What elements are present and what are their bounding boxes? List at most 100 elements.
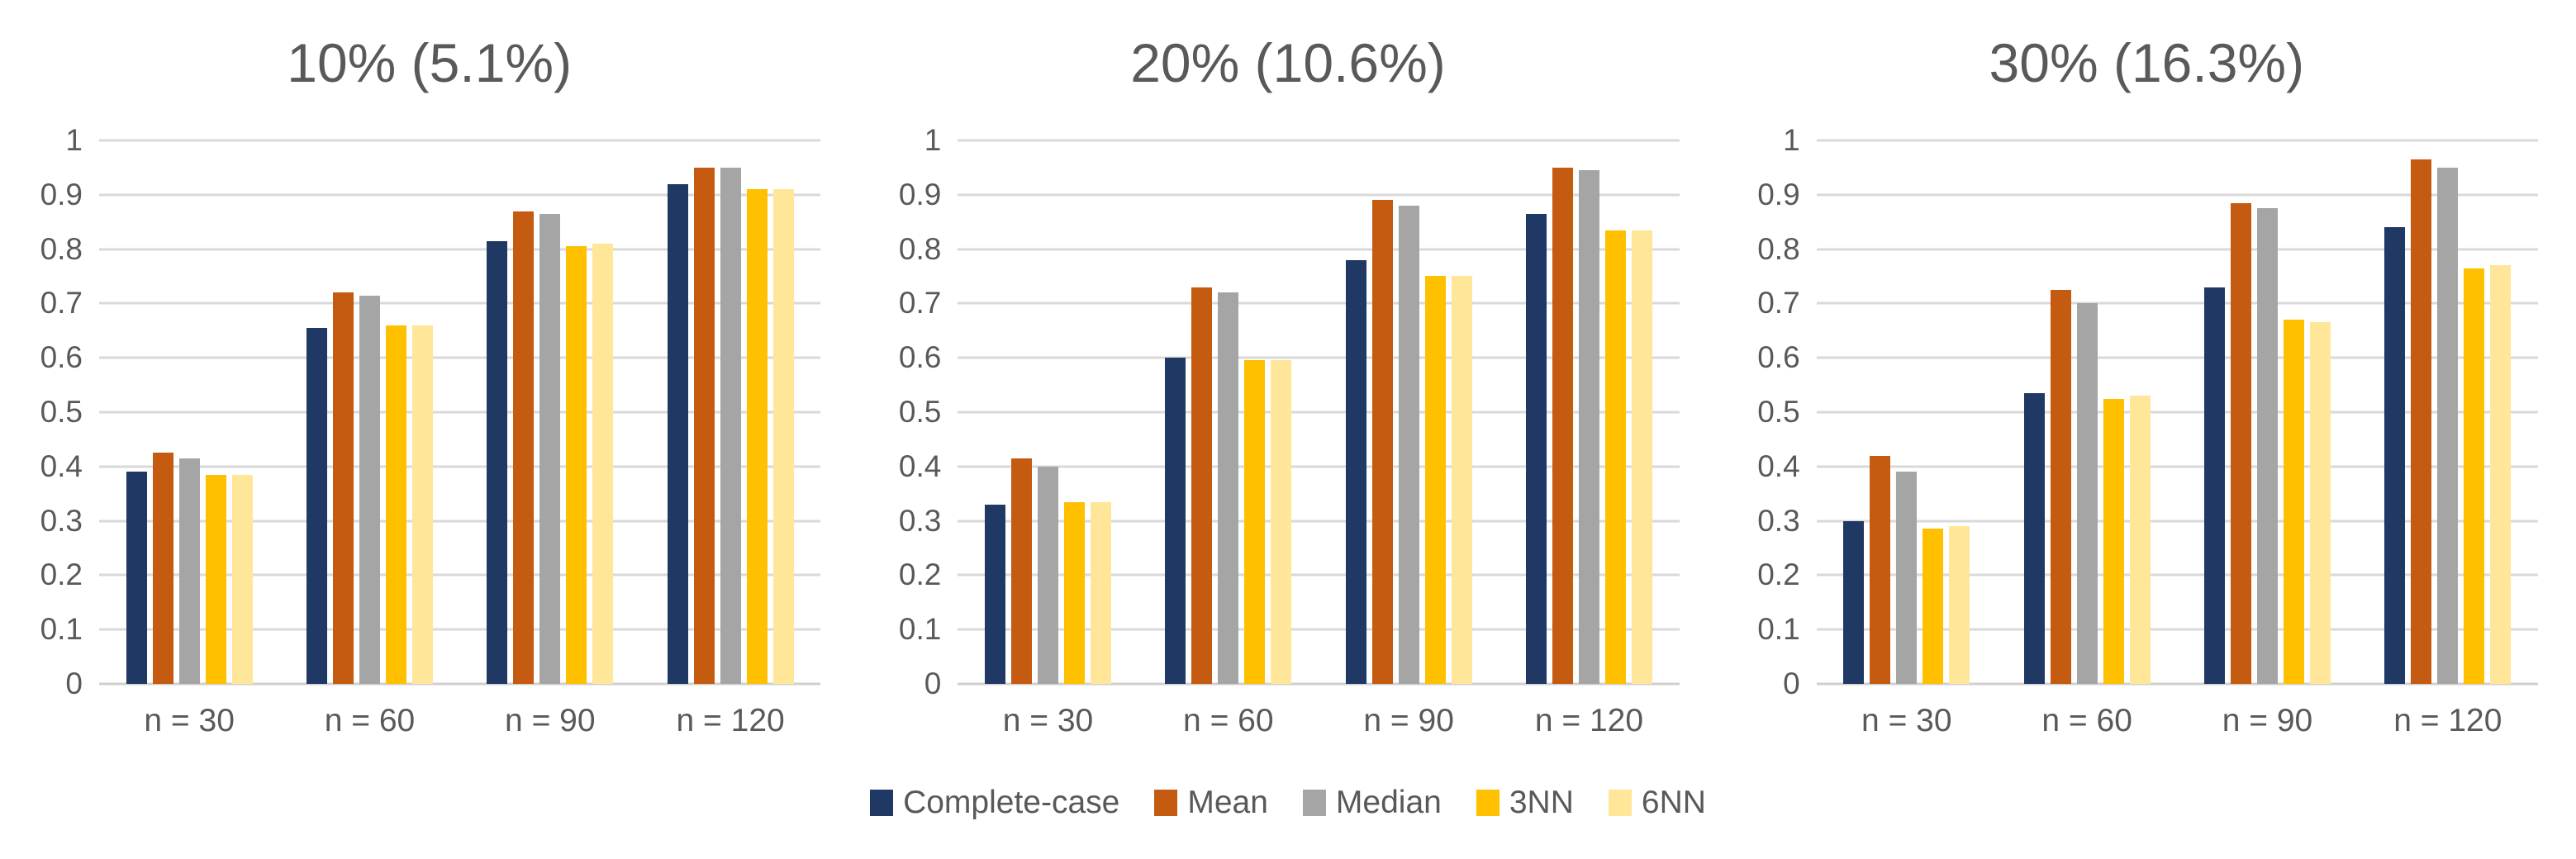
- y-tick-label: 0.3: [898, 504, 942, 538]
- gridline: [958, 139, 1680, 142]
- bar-median: [1896, 472, 1918, 684]
- y-tick-label: 1: [65, 123, 83, 157]
- bar-median: [1218, 292, 1239, 684]
- x-axis-baseline: [99, 682, 821, 686]
- x-axis-label: n = 90: [505, 703, 596, 738]
- category-group: [99, 140, 279, 684]
- y-tick-label: 0.3: [40, 504, 83, 538]
- y-tick-label: 0.6: [1757, 340, 1800, 374]
- chart-panel: 10% (5.1%) 1 0.9 0.8 0.7 0.6 0.5 0.4 0.3 0.2 0.1 0 n…: [0, 0, 858, 859]
- gridline: [1816, 465, 2538, 468]
- gridline: [1816, 628, 2538, 631]
- category-group: [1499, 140, 1679, 684]
- gridline: [1816, 193, 2538, 197]
- bar-complete-case: [667, 184, 688, 684]
- bar-6nn: [2490, 265, 2512, 684]
- bar-3nn: [385, 325, 406, 684]
- bar-6nn: [1949, 526, 1970, 684]
- legend-swatch-complete-case: [870, 790, 894, 816]
- plot-area: 1 0.9 0.8 0.7 0.6 0.5 0.4 0.3 0.2 0.1 0: [1757, 123, 2538, 700]
- bar-mean: [693, 168, 715, 684]
- y-tick-label: 0.6: [898, 340, 942, 374]
- y-tick-label: 0.9: [40, 178, 83, 211]
- x-axis-label: n = 120: [1534, 703, 1644, 738]
- x-axis-label: n = 30: [1861, 703, 1952, 738]
- bars-layer: [99, 140, 820, 684]
- bar-6nn: [2129, 396, 2151, 684]
- bar-6nn: [1090, 502, 1111, 684]
- bar-3nn: [2283, 320, 2304, 684]
- legend-label: Complete-case: [903, 785, 1120, 820]
- x-axis-label: n = 60: [324, 703, 416, 738]
- y-tick-label: 0.8: [898, 232, 942, 266]
- gridline: [958, 465, 1680, 468]
- y-tick-label: 0.2: [40, 558, 83, 591]
- bar-6nn: [2309, 322, 2331, 684]
- legend-swatch-3nn: [1476, 790, 1499, 816]
- gridline: [99, 573, 821, 577]
- bar-3nn: [1063, 502, 1085, 684]
- y-tick-label: 0: [1783, 667, 1800, 700]
- y-tick-label: 0.1: [898, 612, 942, 646]
- gridline: [958, 193, 1680, 197]
- plot-area: 1 0.9 0.8 0.7 0.6 0.5 0.4 0.3 0.2 0.1 0: [899, 123, 1680, 700]
- x-axis-baseline: [1816, 682, 2538, 686]
- gridline: [1816, 139, 2538, 142]
- bar-mean: [1191, 287, 1213, 684]
- gridline: [958, 248, 1680, 251]
- bar-6nn: [1451, 276, 1472, 684]
- gridline: [99, 628, 821, 631]
- legend-item-mean: Mean: [1154, 783, 1268, 823]
- gridline: [99, 193, 821, 197]
- panel-title: 30% (16.3%): [1989, 32, 2305, 93]
- legend-item-3nn: 3NN: [1476, 783, 1574, 823]
- bar-mean: [152, 453, 173, 684]
- bar-mean: [513, 211, 535, 684]
- gridline: [99, 520, 821, 523]
- x-axis-label: n = 30: [1002, 703, 1094, 738]
- gridline: [99, 301, 821, 305]
- legend-swatch-6nn: [1608, 790, 1632, 816]
- bar-median: [359, 296, 380, 684]
- bar-mean: [1371, 200, 1393, 684]
- y-tick-label: 0.5: [898, 395, 942, 429]
- category-group: [958, 140, 1138, 684]
- legend-item-median: Median: [1302, 783, 1442, 823]
- bar-3nn: [566, 246, 587, 684]
- bar-median: [720, 168, 741, 684]
- bar-mean: [2050, 290, 2071, 684]
- y-tick-label: 0.6: [40, 340, 83, 374]
- gridline: [1816, 573, 2538, 577]
- bar-6nn: [1631, 230, 1652, 684]
- legend-label: 6NN: [1641, 785, 1706, 820]
- bar-median: [178, 458, 200, 684]
- bar-mean: [332, 292, 354, 684]
- x-axis-labels: n = 30 n = 60 n = 90 n = 120: [1817, 702, 2538, 740]
- x-axis-label: n = 30: [144, 703, 235, 738]
- bar-complete-case: [1843, 521, 1865, 684]
- y-tick-label: 0.1: [40, 612, 83, 646]
- y-tick-label: 0: [65, 667, 83, 700]
- category-group: [1138, 140, 1319, 684]
- bar-3nn: [2103, 399, 2124, 684]
- bar-complete-case: [306, 328, 327, 684]
- x-axis-label: n = 90: [2222, 703, 2313, 738]
- bar-complete-case: [2384, 227, 2406, 684]
- bar-6nn: [231, 475, 253, 684]
- y-tick-label: 0.1: [1757, 612, 1800, 646]
- bars-layer: [1817, 140, 2538, 684]
- gridline: [99, 248, 821, 251]
- gridline: [958, 411, 1680, 414]
- category-group: [2358, 140, 2538, 684]
- bar-3nn: [746, 189, 768, 684]
- chart-panel: 30% (16.3%) 1 0.9 0.8 0.7 0.6 0.5 0.4 0.3 0.2 0.1 0…: [1718, 0, 2576, 859]
- bar-mean: [1870, 456, 1891, 684]
- gridline: [99, 356, 821, 359]
- bar-median: [1398, 206, 1419, 684]
- x-axis-label: n = 90: [1363, 703, 1454, 738]
- bar-mean: [1552, 168, 1573, 684]
- gridline: [99, 411, 821, 414]
- bar-6nn: [411, 325, 433, 684]
- y-tick-label: 0.7: [898, 286, 942, 320]
- x-axis-label: n = 60: [1183, 703, 1274, 738]
